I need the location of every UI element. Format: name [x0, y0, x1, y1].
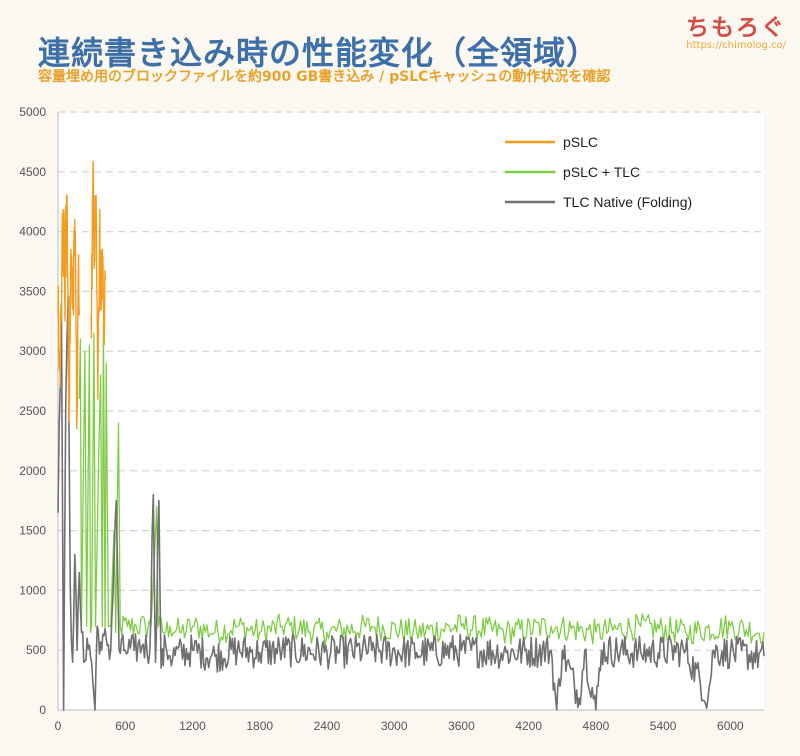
x-tick-label: 0 — [55, 719, 62, 733]
brand-logo: ちもろぐ — [686, 15, 786, 41]
brand-url: https://chimolog.co/ — [686, 40, 786, 51]
y-tick-label: 5000 — [19, 105, 46, 119]
x-tick-label: 1800 — [246, 719, 273, 733]
y-tick-label: 2500 — [19, 404, 46, 418]
y-tick-label: 1500 — [19, 524, 46, 538]
y-tick-label: 500 — [26, 643, 46, 657]
x-tick-label: 3000 — [381, 719, 408, 733]
x-tick-label: 600 — [115, 719, 135, 733]
legend-label: pSLC + TLC — [563, 164, 640, 180]
x-tick-label: 5400 — [650, 719, 677, 733]
x-tick-label: 4800 — [583, 719, 610, 733]
chart-title: 連続書き込み時の性能変化（全領域） — [38, 34, 600, 72]
brand-watermark: ちもろぐ https://chimolog.co/ — [686, 8, 786, 51]
series-line-pslc — [90, 160, 107, 400]
y-tick-label: 4000 — [19, 225, 46, 239]
y-tick-label: 4500 — [19, 165, 46, 179]
y-tick-label: 0 — [39, 703, 46, 717]
y-tick-label: 3000 — [19, 344, 46, 358]
series-line-pslc — [57, 194, 80, 430]
y-tick-label: 3500 — [19, 284, 46, 298]
legend-label: pSLC — [563, 134, 598, 150]
legend-label: TLC Native (Folding) — [563, 194, 692, 210]
x-tick-label: 3600 — [448, 719, 475, 733]
series-line-tlc-native — [57, 296, 765, 711]
x-tick-label: 6000 — [717, 719, 744, 733]
y-tick-label: 2000 — [19, 464, 46, 478]
x-tick-label: 4200 — [515, 719, 542, 733]
x-tick-label: 1200 — [179, 719, 206, 733]
x-tick-label: 2400 — [314, 719, 341, 733]
chart-subtitle: 容量埋め用のブロックファイルを約900 GB書き込み / pSLCキャッシュの動… — [38, 69, 611, 85]
y-tick-label: 1000 — [19, 583, 46, 597]
series-line-pslc-tlc — [78, 320, 765, 646]
